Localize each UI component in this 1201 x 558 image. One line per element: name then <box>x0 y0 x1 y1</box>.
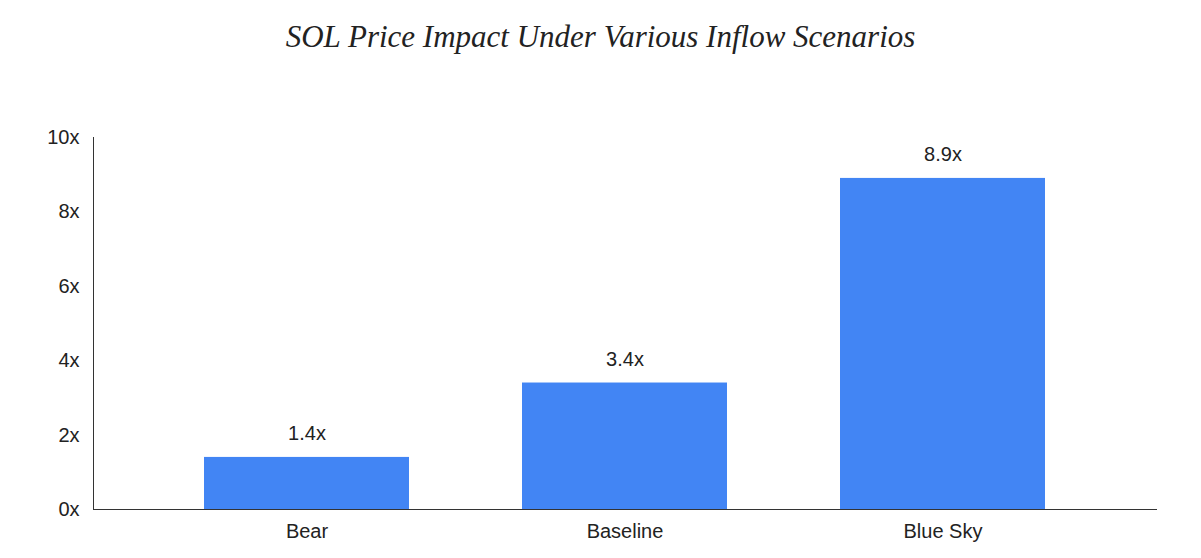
svg-text:6x: 6x <box>58 275 79 297</box>
svg-text:8.9x: 8.9x <box>924 143 962 165</box>
svg-text:Blue Sky: Blue Sky <box>904 520 983 542</box>
svg-text:0x: 0x <box>58 498 79 520</box>
svg-text:4x: 4x <box>58 349 79 371</box>
svg-text:8x: 8x <box>58 200 79 222</box>
html-text:SOL Price Impact Under Various: SOL Price Impact Under Various Inflow Sc… <box>285 19 916 54</box>
svg-text:3.4x: 3.4x <box>606 348 644 370</box>
svg-text:10x: 10x <box>47 126 79 148</box>
svg-text:1.4x: 1.4x <box>288 422 326 444</box>
svg-text:Bear: Bear <box>286 520 329 542</box>
svg-text:Baseline: Baseline <box>587 520 664 542</box>
svg-text:2x: 2x <box>58 424 79 446</box>
